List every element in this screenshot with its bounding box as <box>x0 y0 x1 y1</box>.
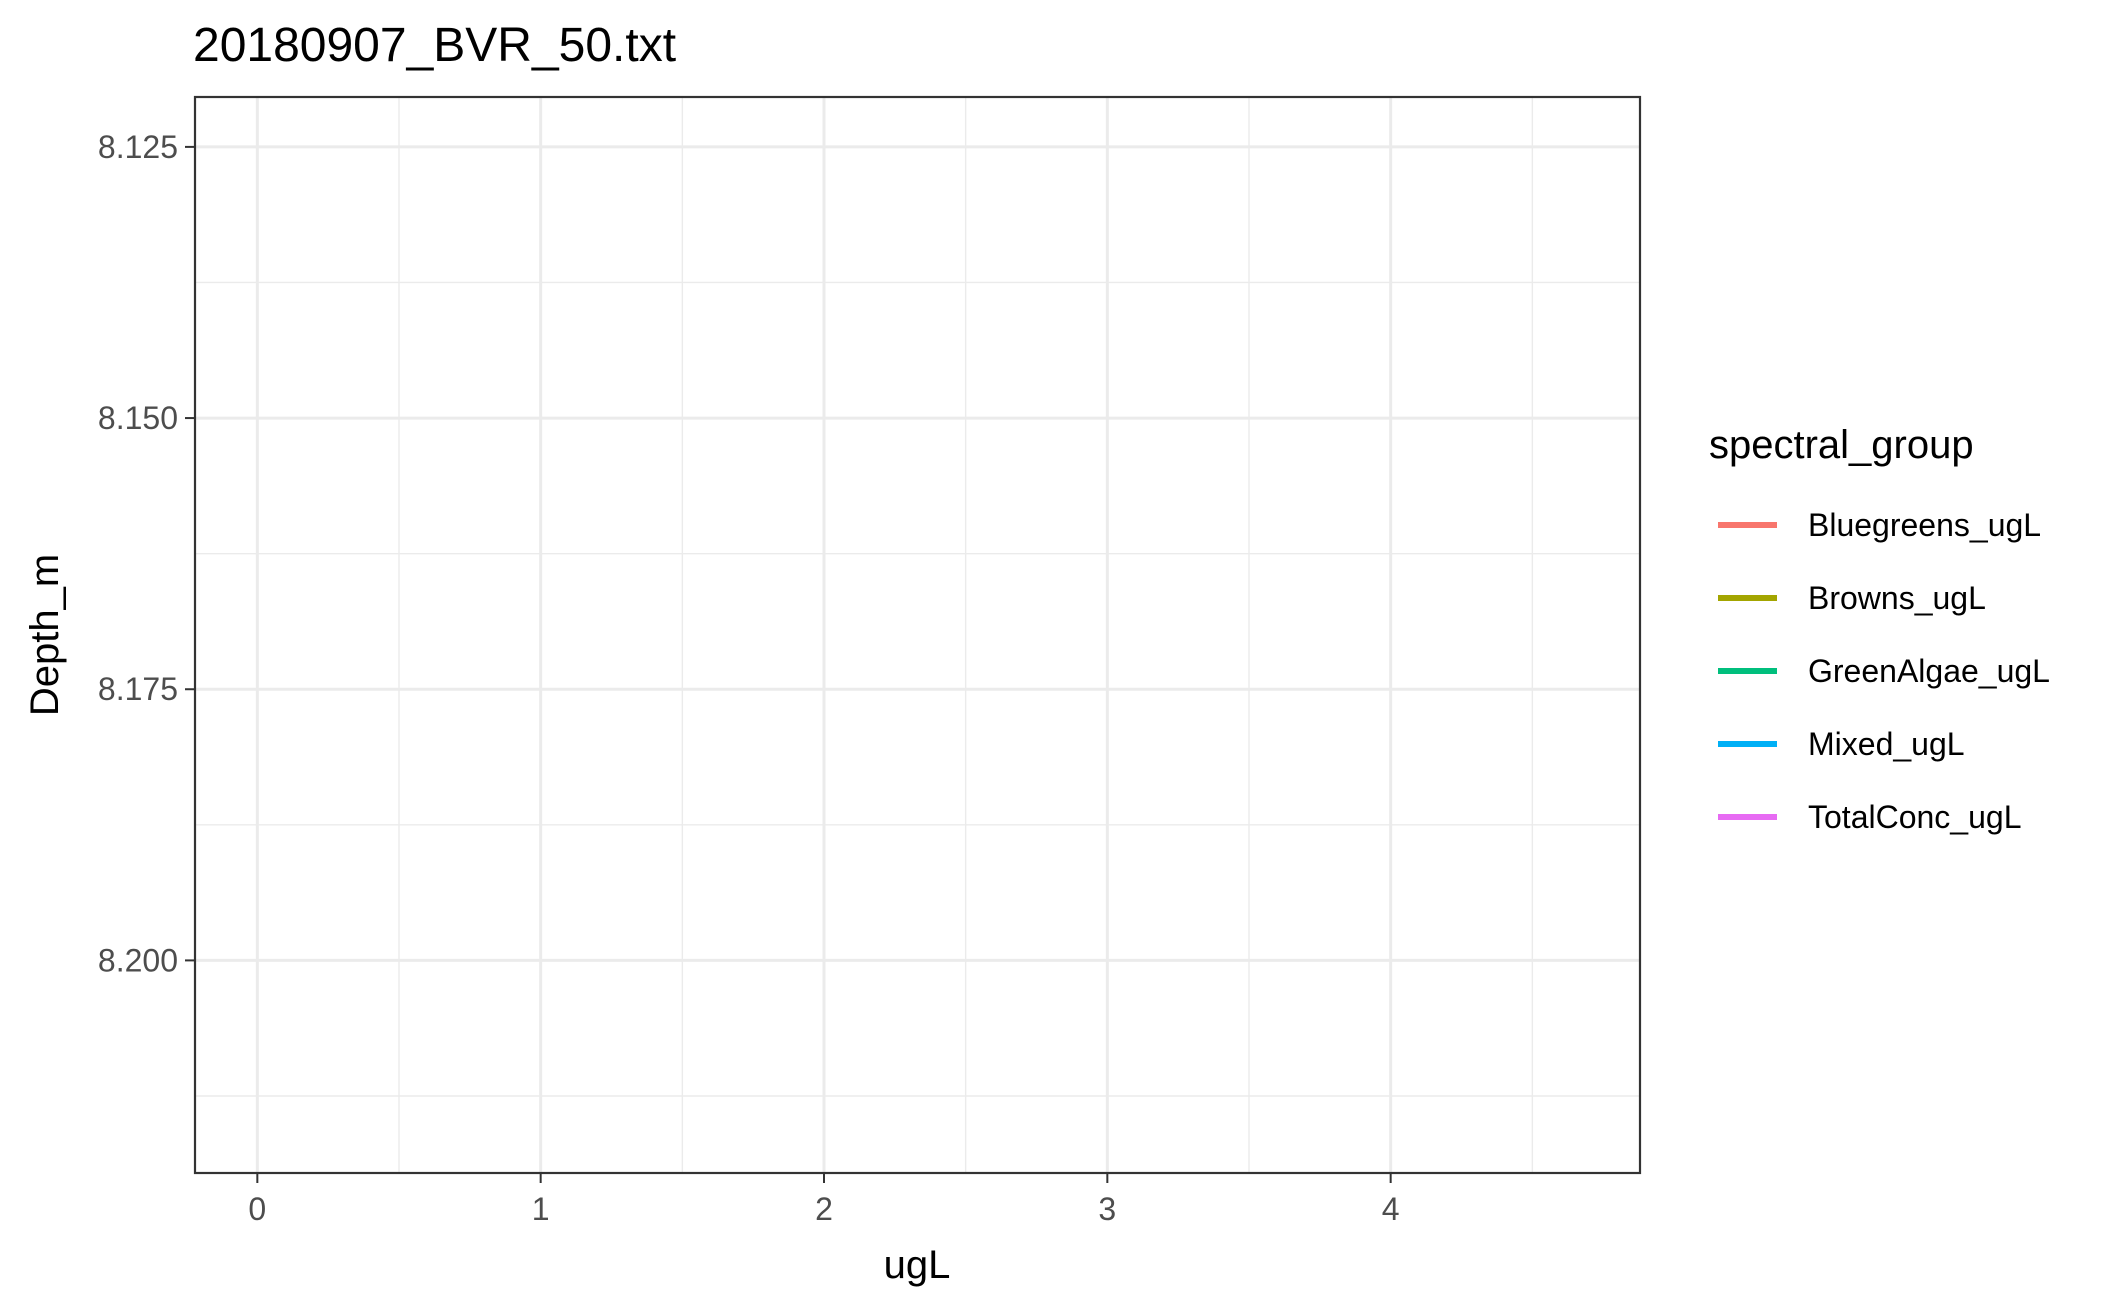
legend-item: GreenAlgae_ugL <box>1718 653 2050 689</box>
legend-label: Browns_ugL <box>1808 580 1986 616</box>
y-axis: 8.125 8.150 8.175 8.200 <box>98 129 195 978</box>
x-tick-label: 1 <box>532 1191 550 1227</box>
y-tick-label: 8.150 <box>98 400 178 436</box>
x-tick-label: 4 <box>1382 1191 1400 1227</box>
chart-title: 20180907_BVR_50.txt <box>193 19 676 72</box>
x-tick-label: 3 <box>1098 1191 1116 1227</box>
legend-item: Mixed_ugL <box>1718 726 1965 762</box>
minor-gridlines <box>195 97 1640 1173</box>
legend-label: Bluegreens_ugL <box>1808 507 2041 543</box>
legend-label: TotalConc_ugL <box>1808 799 2021 835</box>
y-axis-label: Depth_m <box>23 554 67 716</box>
plot-panel-border <box>193 95 1642 1175</box>
legend: spectral_group Bluegreens_ugL Browns_ugL G… <box>1709 423 2050 835</box>
legend-items: Bluegreens_ugL Browns_ugL GreenAlgae_ugL Mi… <box>1718 507 2050 835</box>
y-tick-label: 8.175 <box>98 671 178 707</box>
major-gridlines <box>195 97 1640 1173</box>
legend-item: TotalConc_ugL <box>1718 799 2021 835</box>
legend-label: GreenAlgae_ugL <box>1808 653 2050 689</box>
y-tick-label: 8.200 <box>98 942 178 978</box>
legend-label: Mixed_ugL <box>1808 726 1965 762</box>
legend-title: spectral_group <box>1709 423 1974 467</box>
legend-item: Browns_ugL <box>1718 580 1986 616</box>
x-tick-label: 2 <box>815 1191 833 1227</box>
x-axis: 0 1 2 3 4 <box>248 1173 1400 1227</box>
plot-panel <box>195 97 1640 1173</box>
legend-item: Bluegreens_ugL <box>1718 507 2041 543</box>
y-tick-label: 8.125 <box>98 129 178 165</box>
x-tick-label: 0 <box>248 1191 266 1227</box>
x-axis-label: ugL <box>884 1243 951 1287</box>
